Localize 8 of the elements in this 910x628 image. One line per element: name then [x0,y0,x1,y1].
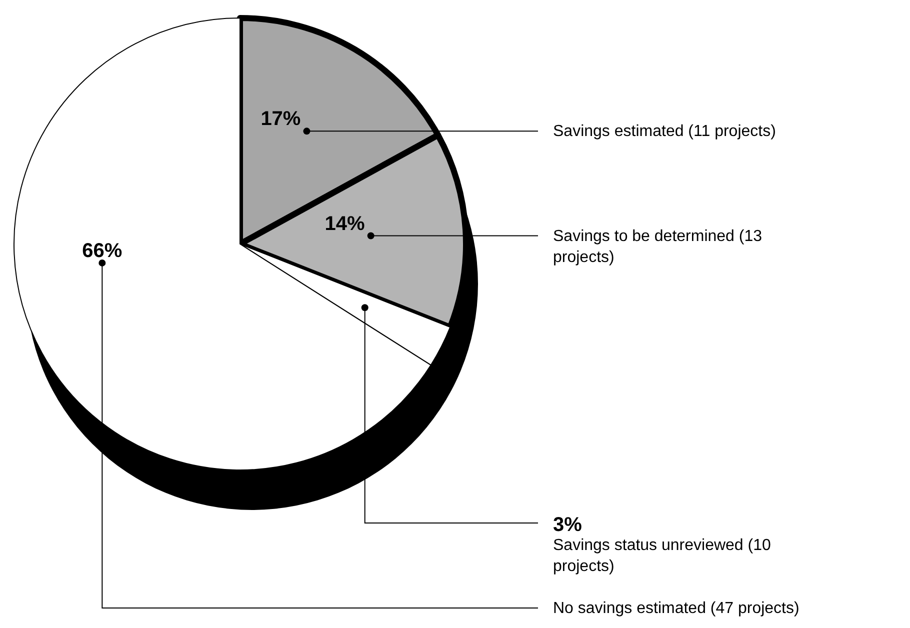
slice-label: Savings to be determined (13 projects) [553,228,762,266]
data-label: 14% [324,212,366,235]
slice-label: No savings estimated (47 projects) [553,600,800,617]
data-label: 66% [82,240,122,262]
slice-label: Savings estimated (11 projects) [553,123,776,140]
data-label: 3% [553,514,582,536]
data-label: 17% [260,108,301,130]
slice-label: Savings status unreviewed (10 projects) [553,537,771,575]
